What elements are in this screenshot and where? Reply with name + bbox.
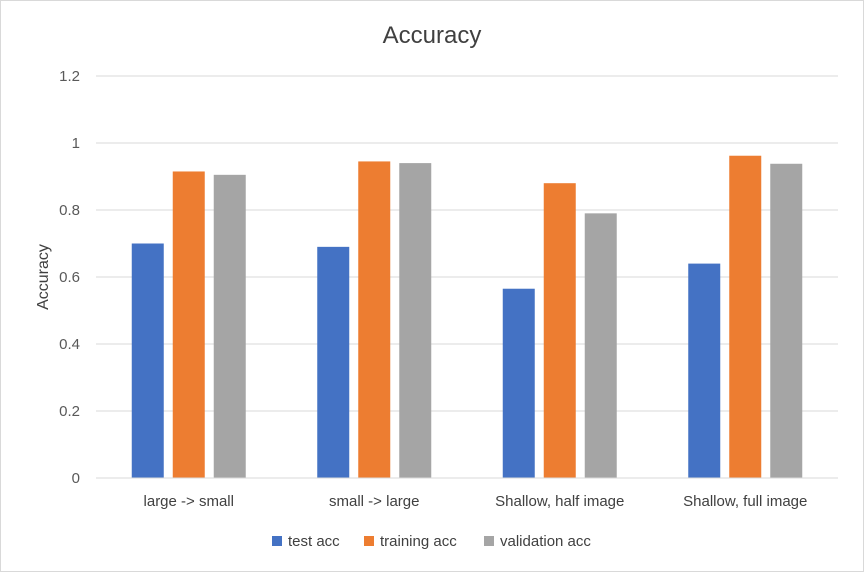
y-tick-label: 1 [72,135,80,152]
legend-label: training acc [380,533,457,550]
bar-test-acc-3 [688,263,721,478]
y-axis-ticks: 0 0.2 0.4 0.6 0.8 1 1.2 [59,68,80,487]
chart-title: Accuracy [383,22,482,49]
bar-validation-acc-1 [399,163,432,478]
bar-test-acc-2 [502,288,535,478]
x-category-label: Shallow, half image [495,493,624,510]
y-tick-label: 0.8 [59,202,80,219]
y-tick-label: 1.2 [59,68,80,85]
legend-swatch [484,536,494,546]
bar-training-acc-3 [729,155,762,479]
gridlines [96,75,838,479]
y-tick-label: 0 [72,470,80,487]
y-axis-label: Accuracy [35,244,52,310]
bars [96,155,838,479]
y-tick-label: 0.6 [59,269,80,286]
legend-label: validation acc [500,533,591,550]
bar-training-acc-1 [358,161,391,479]
bar-validation-acc-0 [213,174,246,478]
bar-training-acc-0 [172,171,205,478]
y-tick-label: 0.2 [59,403,80,420]
bar-test-acc-1 [317,246,350,478]
legend-label: test acc [288,533,340,550]
bar-validation-acc-3 [770,163,803,478]
legend-swatch [364,536,374,546]
bar-test-acc-0 [131,243,164,478]
legend: test acc training acc validation acc [272,533,591,550]
x-axis-categories: large -> small small -> large Shallow, hal… [144,493,808,510]
bar-training-acc-2 [543,183,576,478]
x-category-label: Shallow, full image [683,493,807,510]
bar-validation-acc-2 [584,213,617,478]
legend-swatch [272,536,282,546]
x-category-label: small -> large [329,493,419,510]
y-tick-label: 0.4 [59,336,80,353]
x-category-label: large -> small [144,493,234,510]
